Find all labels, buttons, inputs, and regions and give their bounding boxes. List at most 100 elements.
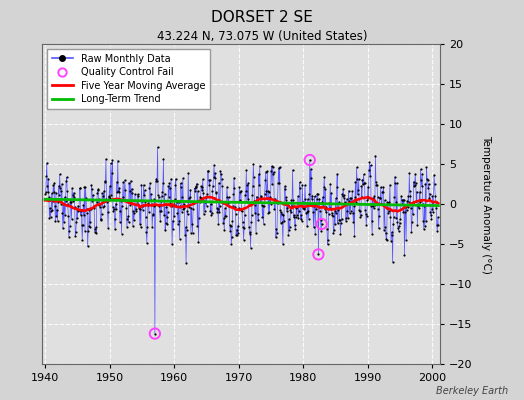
Point bbox=[213, 204, 221, 211]
Point bbox=[178, 194, 187, 200]
Point bbox=[194, 239, 203, 246]
Point bbox=[403, 198, 411, 204]
Point bbox=[118, 194, 127, 200]
Point bbox=[117, 230, 126, 237]
Point bbox=[290, 222, 299, 229]
Point bbox=[299, 198, 307, 205]
Point bbox=[283, 202, 292, 208]
Point bbox=[321, 206, 329, 212]
Point bbox=[387, 238, 395, 244]
Point bbox=[296, 179, 304, 186]
Point bbox=[70, 190, 78, 196]
Point bbox=[159, 156, 168, 162]
Point bbox=[138, 198, 146, 204]
Point bbox=[202, 203, 211, 209]
Point bbox=[182, 226, 191, 233]
Point bbox=[44, 176, 52, 182]
Point bbox=[229, 190, 237, 197]
Point bbox=[180, 205, 189, 212]
Point bbox=[334, 220, 342, 226]
Point bbox=[59, 225, 67, 232]
Point bbox=[135, 202, 143, 209]
Point bbox=[281, 183, 289, 189]
Point bbox=[62, 178, 70, 184]
Point bbox=[332, 210, 340, 216]
Point bbox=[202, 194, 210, 201]
Point bbox=[201, 199, 210, 205]
Point bbox=[301, 196, 310, 202]
Point bbox=[80, 212, 88, 218]
Point bbox=[56, 171, 64, 177]
Point bbox=[350, 232, 358, 239]
Point bbox=[218, 182, 226, 189]
Point bbox=[293, 212, 301, 218]
Point bbox=[148, 224, 156, 230]
Point bbox=[132, 206, 140, 212]
Point bbox=[113, 189, 122, 196]
Point bbox=[254, 217, 263, 223]
Point bbox=[105, 183, 114, 189]
Point bbox=[236, 189, 245, 195]
Point bbox=[243, 199, 251, 206]
Point bbox=[254, 211, 262, 218]
Point bbox=[226, 228, 234, 234]
Point bbox=[62, 174, 71, 180]
Point bbox=[288, 202, 296, 209]
Point bbox=[337, 216, 346, 222]
Point bbox=[100, 203, 108, 210]
Point bbox=[315, 196, 324, 202]
Point bbox=[104, 225, 112, 231]
Point bbox=[416, 198, 424, 205]
Point bbox=[203, 168, 212, 175]
Point bbox=[253, 193, 261, 200]
Point bbox=[162, 204, 170, 210]
Point bbox=[376, 195, 385, 201]
Point bbox=[341, 199, 350, 206]
Point bbox=[399, 209, 408, 216]
Point bbox=[294, 215, 303, 221]
Point bbox=[316, 217, 325, 224]
Point bbox=[358, 194, 366, 200]
Point bbox=[359, 171, 368, 178]
Point bbox=[196, 194, 204, 200]
Point bbox=[72, 229, 80, 235]
Point bbox=[50, 189, 58, 196]
Point bbox=[85, 207, 93, 214]
Point bbox=[311, 230, 319, 237]
Point bbox=[215, 208, 224, 215]
Point bbox=[261, 168, 270, 175]
Point bbox=[93, 199, 101, 206]
Point bbox=[396, 220, 404, 226]
Point bbox=[400, 252, 409, 258]
Point bbox=[82, 195, 90, 201]
Point bbox=[283, 205, 291, 211]
Point bbox=[125, 180, 133, 186]
Point bbox=[121, 177, 129, 184]
Point bbox=[361, 207, 369, 213]
Point bbox=[129, 208, 138, 214]
Point bbox=[369, 203, 377, 209]
Point bbox=[277, 220, 285, 226]
Point bbox=[112, 206, 121, 212]
Point bbox=[356, 208, 364, 214]
Point bbox=[124, 213, 132, 219]
Point bbox=[122, 196, 130, 203]
Point bbox=[280, 186, 289, 192]
Text: 43.224 N, 73.075 W (United States): 43.224 N, 73.075 W (United States) bbox=[157, 30, 367, 43]
Point bbox=[406, 188, 414, 194]
Point bbox=[233, 232, 242, 238]
Point bbox=[198, 184, 206, 190]
Point bbox=[305, 191, 313, 197]
Point bbox=[238, 208, 246, 214]
Point bbox=[408, 200, 417, 206]
Point bbox=[341, 200, 349, 207]
Point bbox=[135, 204, 144, 211]
Point bbox=[314, 251, 323, 258]
Point bbox=[217, 171, 225, 177]
Point bbox=[155, 202, 163, 209]
Point bbox=[140, 187, 149, 194]
Point bbox=[330, 208, 339, 215]
Point bbox=[239, 237, 248, 243]
Point bbox=[212, 190, 221, 196]
Point bbox=[48, 207, 57, 213]
